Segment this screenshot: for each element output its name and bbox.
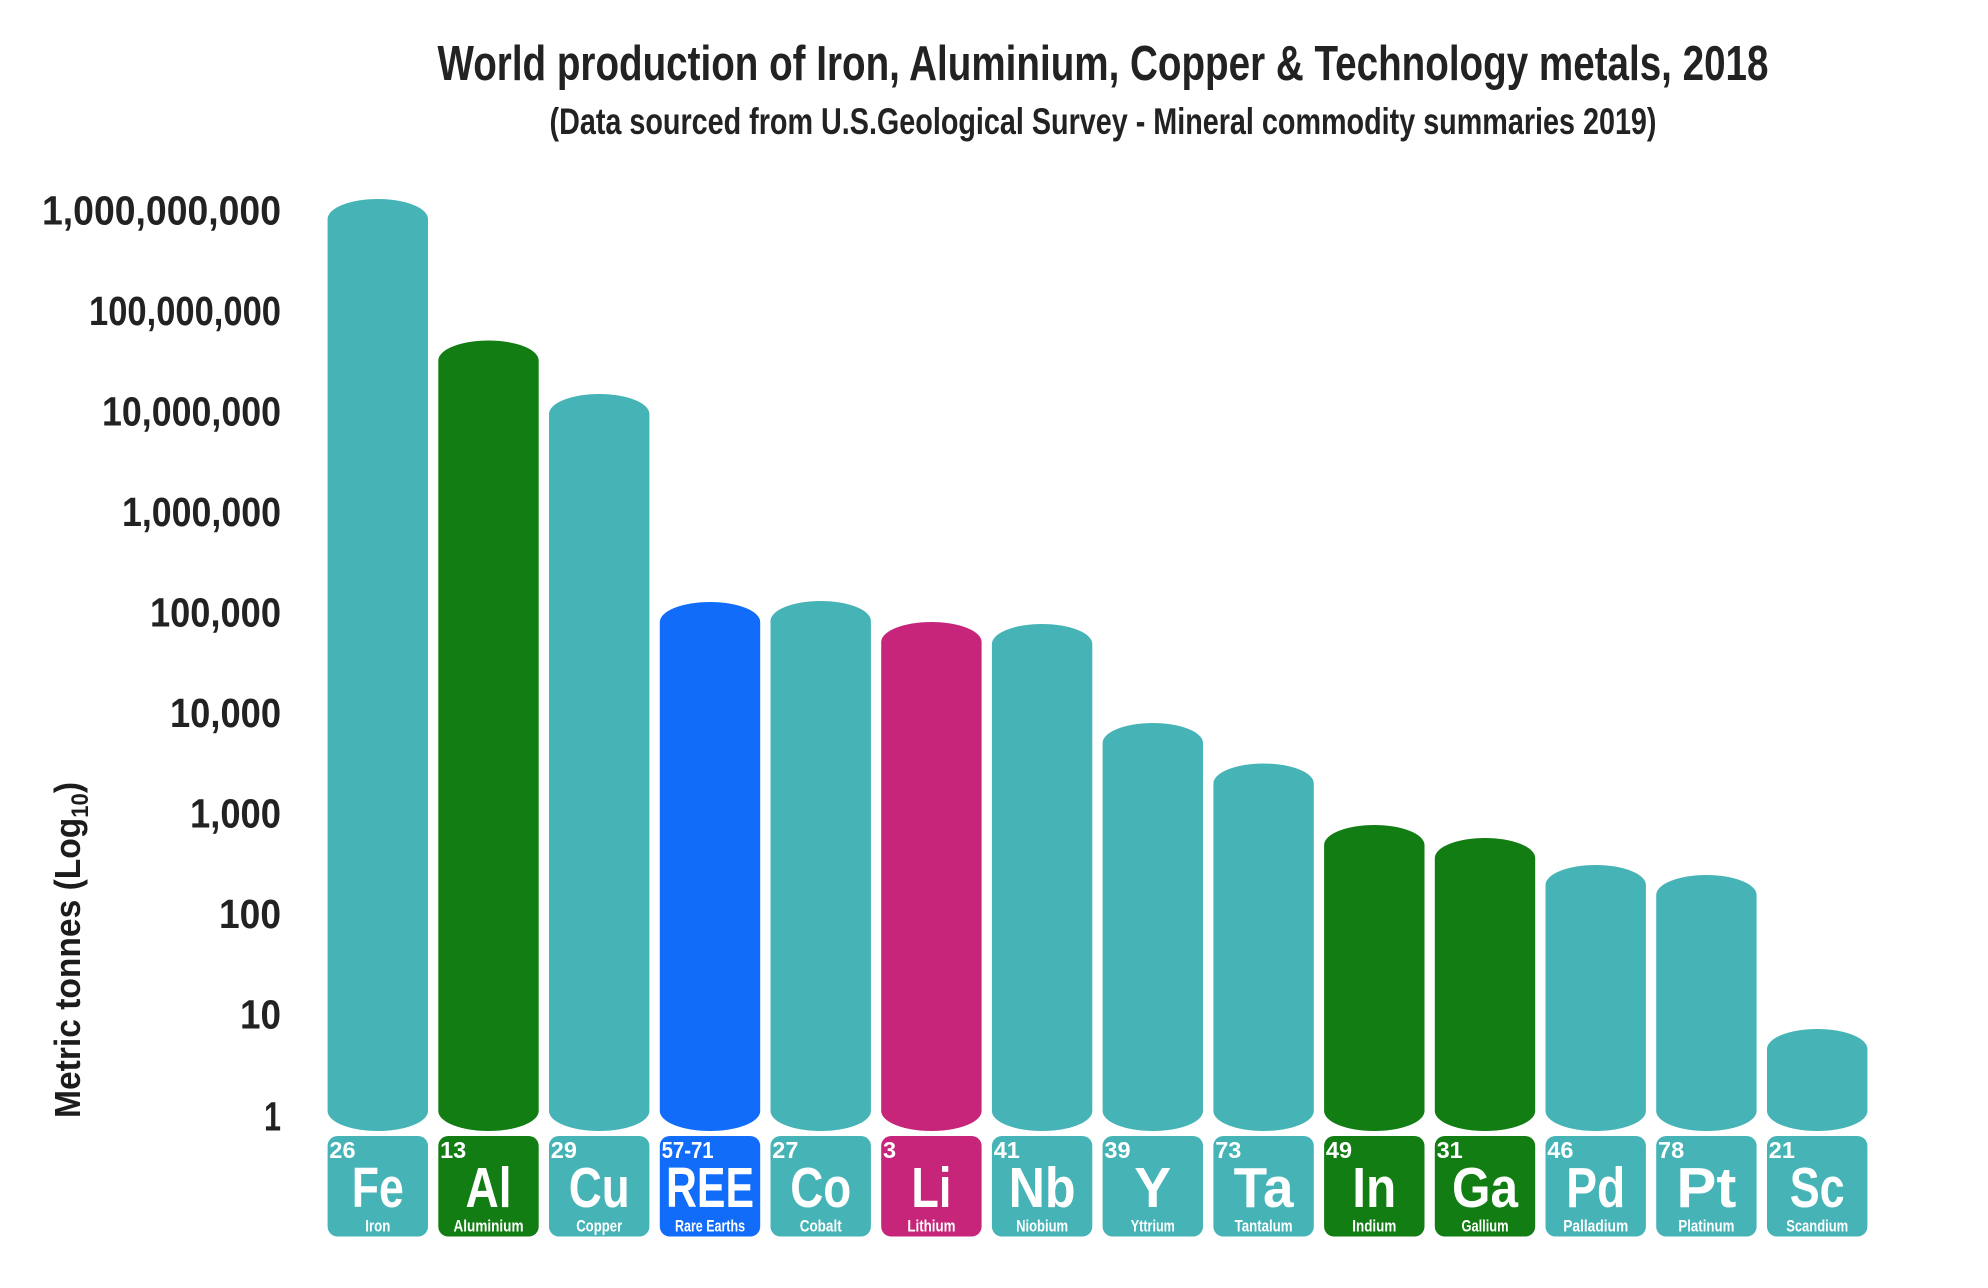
- svg-text:Pt: Pt: [1676, 1156, 1736, 1220]
- svg-text:78: 78: [1658, 1137, 1684, 1163]
- svg-text:Yttrium: Yttrium: [1131, 1217, 1175, 1236]
- svg-text:1,000,000: 1,000,000: [122, 489, 281, 535]
- svg-text:3: 3: [883, 1137, 896, 1163]
- svg-text:10,000,000: 10,000,000: [102, 389, 281, 435]
- svg-text:100,000: 100,000: [150, 590, 281, 636]
- svg-text:29: 29: [551, 1137, 577, 1163]
- svg-text:Niobium: Niobium: [1016, 1217, 1068, 1236]
- svg-text:49: 49: [1326, 1137, 1352, 1163]
- svg-text:REE: REE: [666, 1156, 754, 1220]
- svg-text:In: In: [1352, 1156, 1396, 1220]
- svg-text:Y: Y: [1134, 1156, 1171, 1220]
- svg-text:41: 41: [994, 1137, 1020, 1163]
- svg-text:Scandium: Scandium: [1786, 1217, 1848, 1236]
- svg-text:73: 73: [1215, 1137, 1241, 1163]
- svg-text:39: 39: [1104, 1137, 1130, 1163]
- svg-text:Palladium: Palladium: [1563, 1217, 1628, 1236]
- svg-text:Ga: Ga: [1452, 1156, 1519, 1220]
- svg-text:Pd: Pd: [1566, 1156, 1625, 1220]
- svg-text:21: 21: [1769, 1137, 1795, 1163]
- svg-text:26: 26: [329, 1137, 355, 1163]
- svg-text:Metric tonnes (Log10): Metric tonnes (Log10): [47, 782, 94, 1118]
- svg-text:Sc: Sc: [1790, 1156, 1845, 1220]
- svg-text:Iron: Iron: [365, 1217, 390, 1236]
- svg-text:Cu: Cu: [569, 1156, 630, 1220]
- svg-text:1,000,000,000: 1,000,000,000: [42, 188, 281, 234]
- svg-text:31: 31: [1437, 1137, 1463, 1163]
- svg-text:100,000,000: 100,000,000: [89, 288, 281, 334]
- svg-text:World production of Iron, Alum: World production of Iron, Aluminium, Cop…: [438, 37, 1769, 91]
- svg-text:Co: Co: [790, 1156, 851, 1220]
- svg-text:(Data sourced from U.S.Geologi: (Data sourced from U.S.Geological Survey…: [550, 100, 1657, 142]
- svg-text:Al: Al: [466, 1156, 512, 1220]
- svg-text:Ta: Ta: [1234, 1156, 1295, 1220]
- svg-text:46: 46: [1547, 1137, 1573, 1163]
- svg-text:Tantalum: Tantalum: [1235, 1217, 1293, 1236]
- svg-text:Fe: Fe: [352, 1156, 404, 1220]
- svg-text:Copper: Copper: [576, 1217, 622, 1236]
- svg-text:Lithium: Lithium: [907, 1217, 955, 1236]
- svg-text:1,000: 1,000: [190, 791, 281, 837]
- svg-text:Aluminium: Aluminium: [454, 1217, 524, 1236]
- svg-text:100: 100: [219, 891, 281, 937]
- svg-text:Indium: Indium: [1352, 1217, 1396, 1236]
- svg-text:10: 10: [240, 992, 281, 1038]
- svg-text:Li: Li: [911, 1156, 951, 1220]
- svg-text:Rare Earths: Rare Earths: [675, 1217, 745, 1236]
- svg-text:Nb: Nb: [1009, 1156, 1076, 1220]
- svg-text:57-71: 57-71: [662, 1137, 714, 1163]
- svg-text:27: 27: [772, 1137, 798, 1163]
- svg-text:13: 13: [440, 1137, 466, 1163]
- svg-text:1: 1: [264, 1094, 281, 1140]
- svg-text:Platinum: Platinum: [1678, 1217, 1734, 1236]
- svg-text:10,000: 10,000: [170, 690, 281, 736]
- svg-text:Cobalt: Cobalt: [800, 1217, 842, 1236]
- svg-text:Gallium: Gallium: [1462, 1217, 1509, 1236]
